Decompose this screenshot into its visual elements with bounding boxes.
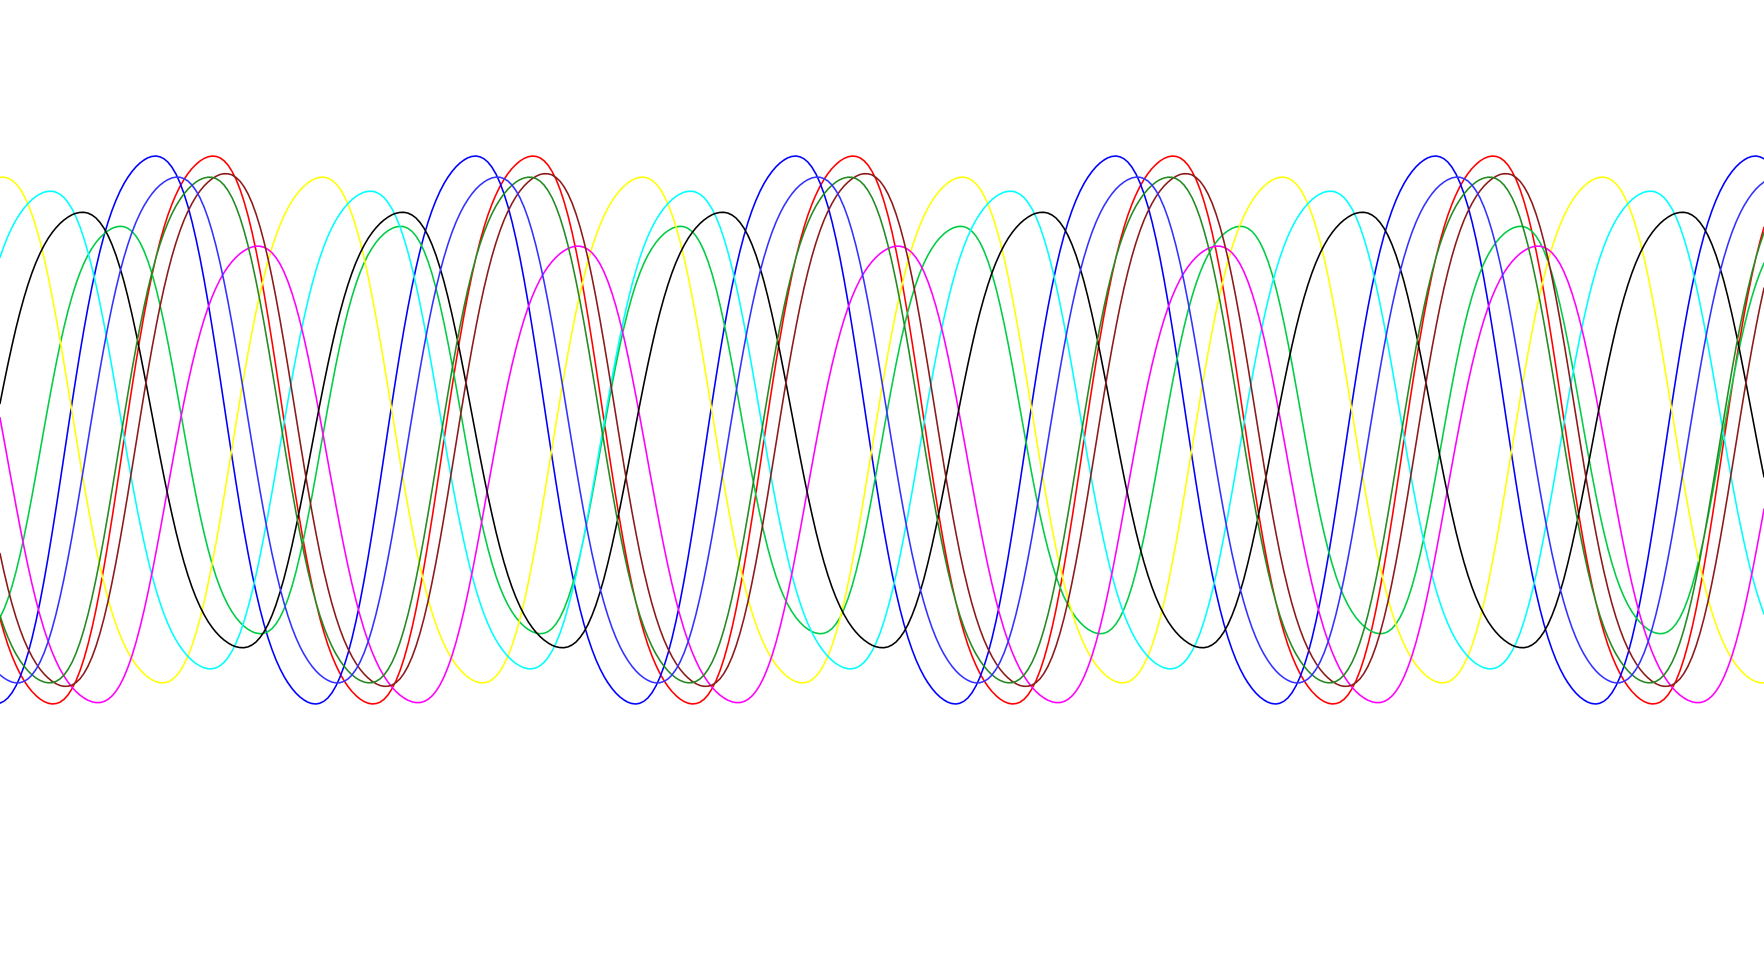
series-line-10: [0, 176, 1764, 684]
series-line-8: [0, 172, 1764, 688]
series-line-6: [0, 245, 1764, 704]
series-group: [0, 155, 1764, 705]
series-line-1: [0, 155, 1764, 705]
series-line-7: [0, 211, 1764, 649]
series-line-2: [0, 155, 1764, 705]
series-line-3: [0, 225, 1764, 635]
series-line-4: [0, 176, 1764, 684]
series-line-9: [0, 176, 1764, 684]
series-line-5: [0, 190, 1764, 670]
